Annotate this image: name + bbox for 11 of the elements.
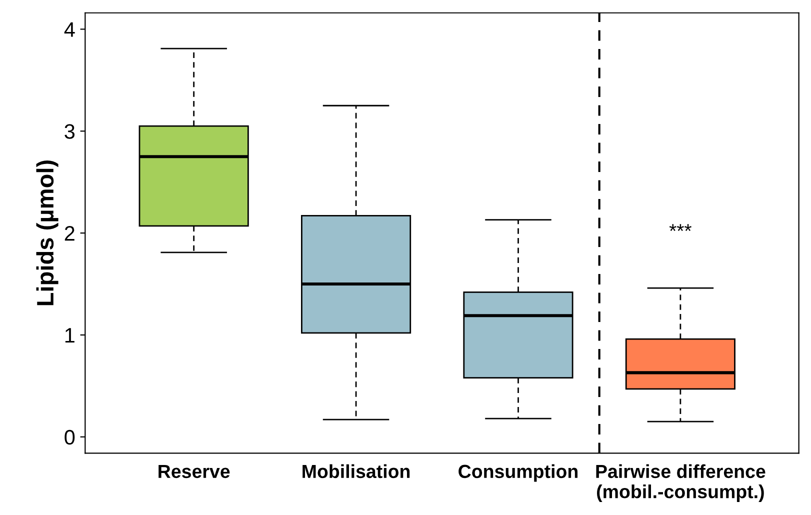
y-tick-label: 1: [65, 328, 74, 343]
x-tick-label: Reserve: [158, 465, 230, 478]
y-tick-label: 2: [64, 226, 74, 241]
x-tick-label: Consumption: [458, 464, 578, 482]
y-tick-label: 0: [64, 430, 75, 445]
x-tick-label: Pairwise difference (mobil.-consumpt.): [596, 464, 766, 502]
y-tick-label: 4: [64, 22, 75, 37]
y-axis-title: Lipids (µmol): [36, 160, 58, 306]
x-tick-label: Mobilisation: [302, 464, 410, 478]
annotation: ***: [669, 224, 692, 231]
y-tick-label: 3: [64, 124, 75, 139]
